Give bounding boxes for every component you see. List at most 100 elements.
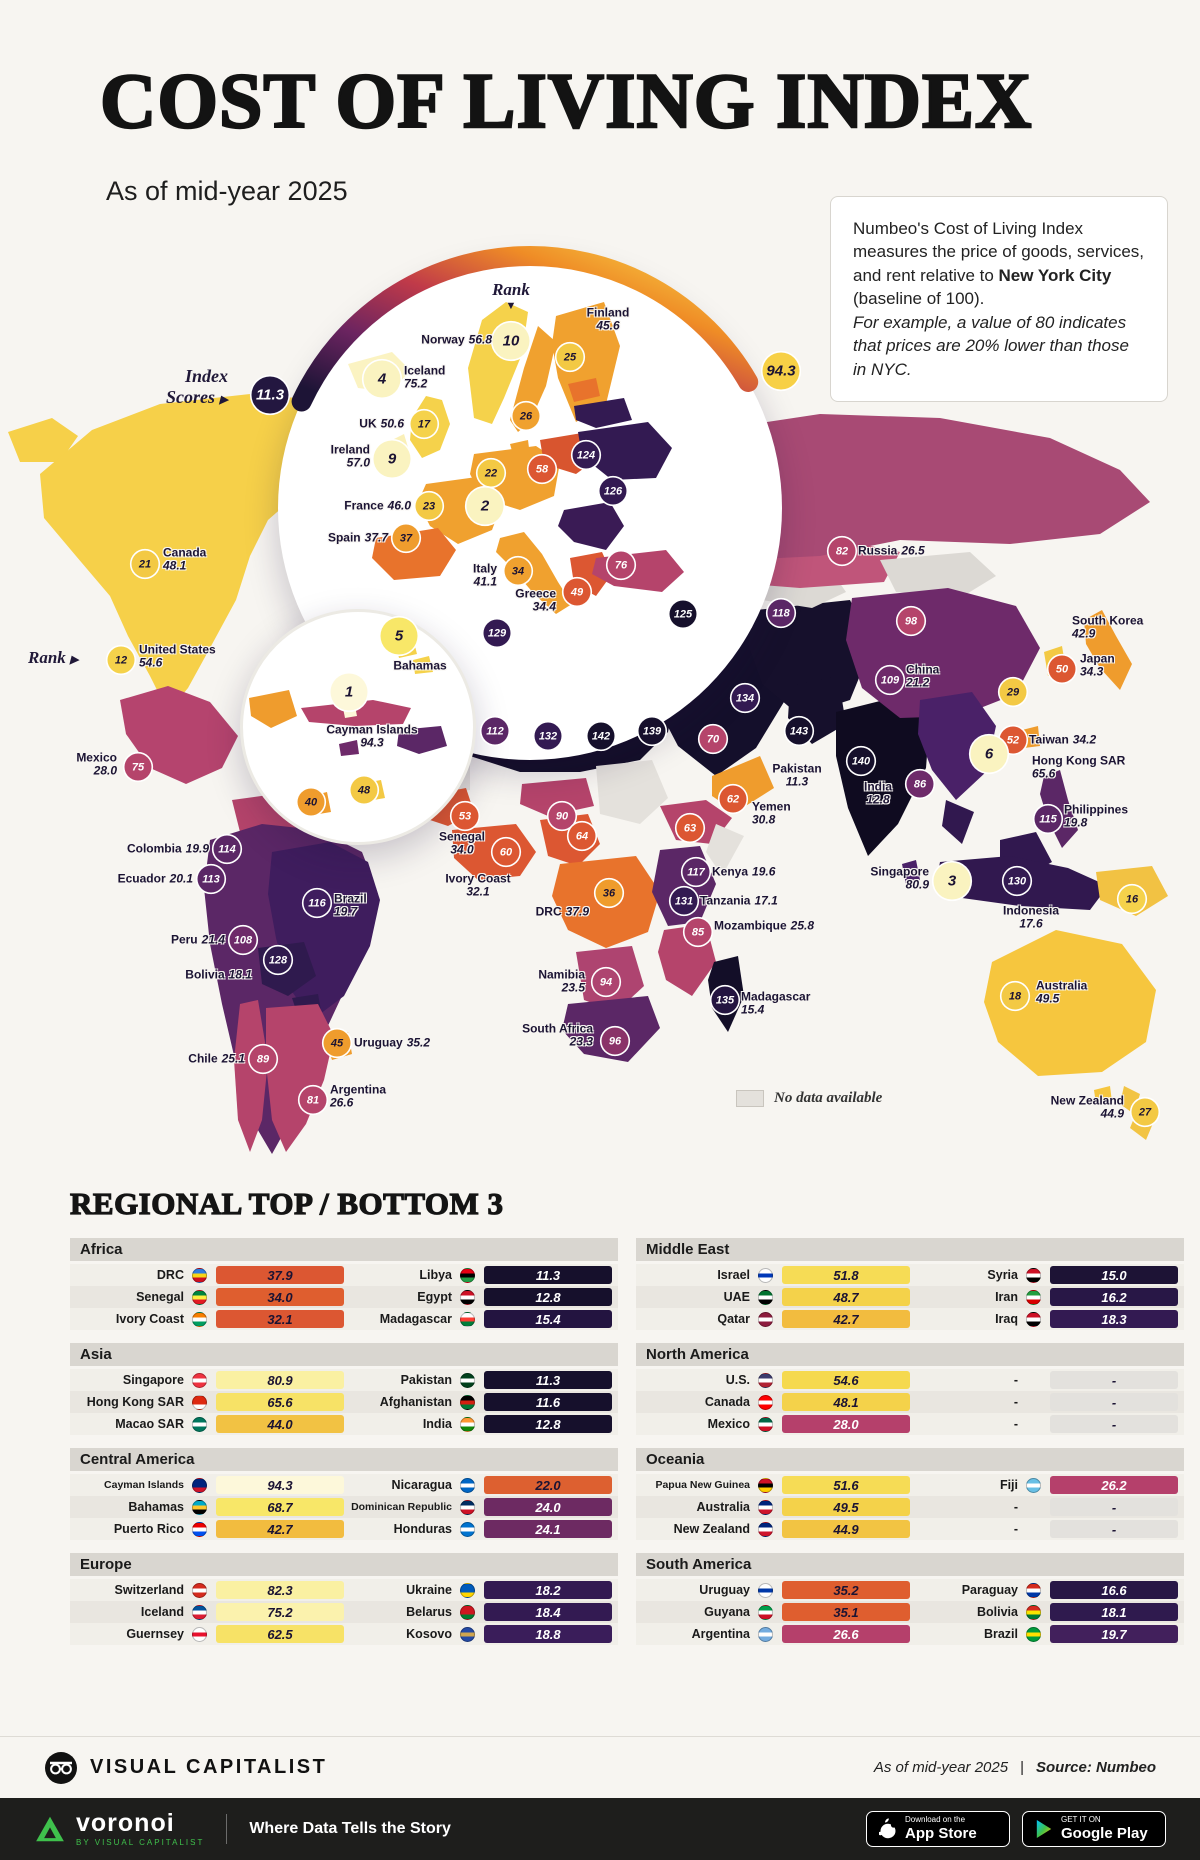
value-pill: 32.1 — [216, 1310, 344, 1328]
kosovo-flag-icon — [460, 1626, 475, 1642]
no-data-label: No data available — [774, 1090, 883, 1106]
value-pill: 44.0 — [216, 1415, 344, 1433]
country-label: - — [1013, 1500, 1018, 1514]
table-row: Mexico 28.0- - — [636, 1413, 1184, 1435]
country-label: Uruguay — [699, 1583, 750, 1597]
caribbean-map — [249, 638, 447, 816]
table-row: Israel 51.8 Syria 15.0 — [636, 1264, 1184, 1286]
u-s-flag-icon — [758, 1372, 773, 1388]
land-taiwan — [1022, 726, 1040, 748]
india-flag-icon — [460, 1416, 475, 1432]
voronoi-brand: voronoi — [76, 1809, 175, 1837]
value-pill: 16.6 — [1050, 1581, 1178, 1599]
country-label: Papua New Guinea — [655, 1479, 750, 1491]
region-section-south-america: South America Uruguay 35.2 Paraguay 16.6 Guya… — [636, 1553, 1184, 1645]
country-label: Madagascar — [379, 1312, 452, 1326]
land-iran — [748, 600, 872, 716]
value-pill: 49.5 — [782, 1498, 910, 1516]
afghanistan-flag-icon — [460, 1394, 475, 1410]
value-pill: 62.5 — [216, 1625, 344, 1643]
country-label: Kosovo — [406, 1627, 452, 1641]
value-pill: 82.3 — [216, 1581, 344, 1599]
value-pill: 16.2 — [1050, 1288, 1178, 1306]
table-row: Macao SAR 44.0 India 12.8 — [70, 1413, 618, 1435]
region-section-north-america: North America U.S. 54.6- - Canada 48.1- - Mexic… — [636, 1343, 1184, 1435]
regional-entry-afghanistan: Afghanistan 11.6 — [344, 1393, 612, 1411]
country-label: Syria — [987, 1268, 1018, 1282]
country-label: Ukraine — [406, 1583, 452, 1597]
country-label: Ivory Coast — [115, 1312, 184, 1326]
bahamas-flag-icon — [192, 1499, 207, 1515]
land-central-america-2 — [359, 780, 385, 802]
country-label: India — [422, 1417, 452, 1431]
madagascar-flag-icon — [460, 1311, 475, 1327]
table-row: U.S. 54.6- - — [636, 1369, 1184, 1391]
page-title: COST OF LIVING INDEX — [99, 56, 1033, 145]
land-drc — [552, 856, 660, 948]
value-pill: 48.1 — [782, 1393, 910, 1411]
country-label: Macao SAR — [115, 1417, 184, 1431]
land-uk — [410, 396, 450, 458]
honduras-flag-icon — [460, 1521, 475, 1537]
country-label: Singapore — [122, 1373, 184, 1387]
land-mexico — [120, 686, 238, 784]
arrow-down-icon: ▼ — [505, 300, 517, 312]
page-subtitle: As of mid-year 2025 — [106, 176, 348, 206]
ukraine-flag-icon — [460, 1582, 475, 1598]
country-label: New Zealand — [673, 1522, 750, 1536]
land-somalia — [706, 824, 744, 876]
regional-entry-israel: Israel 51.8 — [642, 1266, 910, 1284]
regional-entry-india: India 12.8 — [344, 1415, 612, 1433]
table-row: Australia 49.5- - — [636, 1496, 1184, 1518]
libya-flag-icon — [460, 1267, 475, 1283]
land-malaysia — [942, 800, 974, 844]
google-play-line1: GET IT ON — [1061, 1814, 1101, 1824]
value-pill: 12.8 — [484, 1415, 612, 1433]
region-title-middle-east: Middle East — [636, 1238, 1184, 1261]
value-pill: 28.0 — [782, 1415, 910, 1433]
table-row: Guyana 35.1 Bolivia 18.1 — [636, 1601, 1184, 1623]
value-pill: 51.6 — [782, 1476, 910, 1494]
app-store-badge[interactable]: Download on the App Store — [866, 1810, 1010, 1848]
iran-flag-icon — [1026, 1289, 1041, 1305]
regional-entry-mexico: Mexico 28.0 — [642, 1415, 910, 1433]
table-row: UAE 48.7 Iran 16.2 — [636, 1286, 1184, 1308]
regional-heading: REGIONAL TOP / BOTTOM 3 — [69, 1185, 504, 1221]
regional-entry-papua-new-guinea: Papua New Guinea 51.6 — [642, 1476, 910, 1494]
country-label: - — [1013, 1395, 1018, 1409]
regional-entry-canada: Canada 48.1 — [642, 1393, 910, 1411]
land-yucatan — [249, 690, 297, 728]
regional-section: REGIONAL TOP / BOTTOM 3 Africa DRC 37.9 Lib… — [0, 1185, 1200, 1645]
land-australia — [984, 930, 1156, 1076]
value-pill: 42.7 — [782, 1310, 910, 1328]
value-pill: - — [1050, 1415, 1178, 1433]
table-row: Guernsey 62.5 Kosovo 18.8 — [70, 1623, 618, 1645]
region-title-north-america: North America — [636, 1343, 1184, 1366]
iraq-flag-icon — [1026, 1311, 1041, 1327]
region-section-europe: Europe Switzerland 82.3 Ukraine 18.2 Iceland 7… — [70, 1553, 618, 1645]
no-data-legend: No data available — [736, 1090, 882, 1107]
regional-entry-ukraine: Ukraine 18.2 — [344, 1581, 612, 1599]
google-play-badge[interactable]: GET IT ON Google Play — [1022, 1810, 1166, 1848]
land-italy — [496, 532, 572, 614]
country-label: - — [1013, 1373, 1018, 1387]
apple-icon — [879, 1818, 897, 1839]
land-east-africa — [652, 846, 716, 926]
credits-footer: VISUAL CAPITALIST As of mid-year 2025 | … — [0, 1736, 1200, 1788]
land-bahamas-1 — [395, 638, 417, 658]
country-label: Brazil — [983, 1627, 1018, 1641]
land-mongolia — [880, 552, 996, 598]
country-label: Cayman Islands — [104, 1479, 184, 1491]
regional-entry-switzerland: Switzerland 82.3 — [76, 1581, 344, 1599]
switzerland-flag-icon — [192, 1582, 207, 1598]
regional-entry-: -- — [910, 1371, 1178, 1389]
country-label: - — [1013, 1522, 1018, 1536]
info-paragraph-2: For example, a value of 80 indicates tha… — [853, 312, 1129, 379]
voronoi-logo-icon — [36, 1816, 64, 1842]
syria-flag-icon — [1026, 1267, 1041, 1283]
papua-new-guinea-flag-icon — [758, 1477, 773, 1493]
drc-flag-icon — [192, 1267, 207, 1283]
value-pill: 18.1 — [1050, 1603, 1178, 1621]
regional-entry-: -- — [910, 1498, 1178, 1516]
